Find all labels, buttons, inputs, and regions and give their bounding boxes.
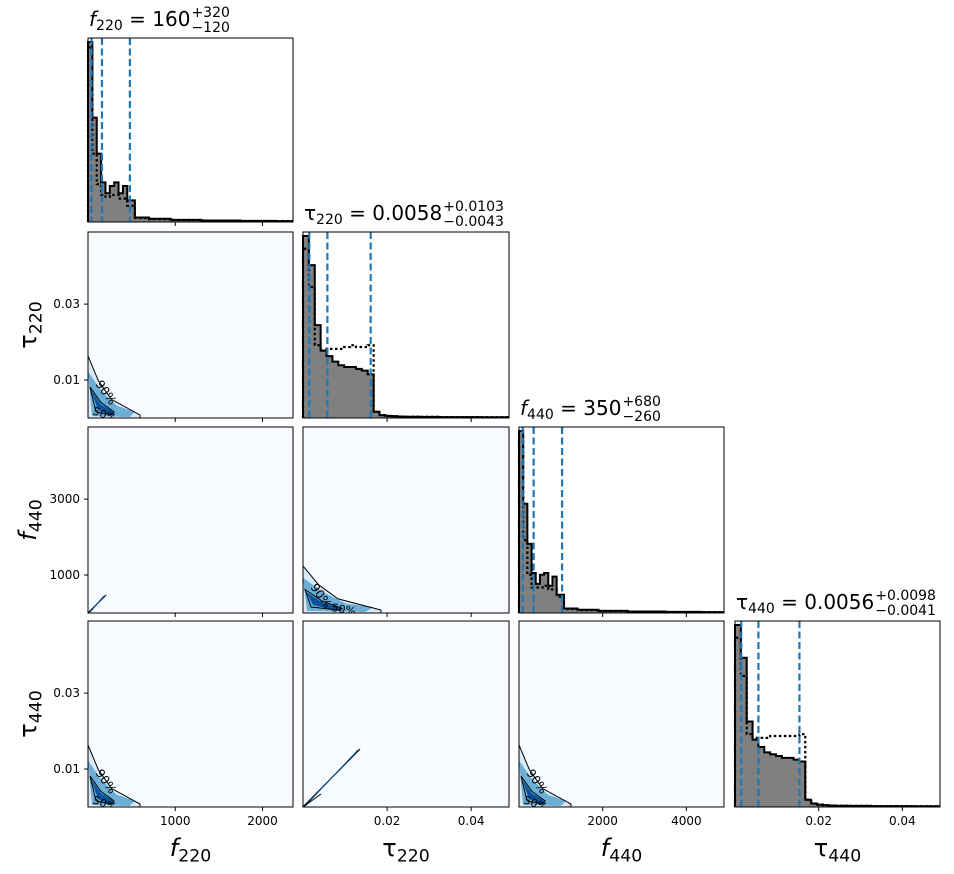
posterior-hist-fill — [88, 42, 293, 222]
panel-frame-1-1 — [302, 231, 510, 419]
panel-title-2: f440 = 350 — [520, 396, 621, 423]
panel-frame-3-1 — [302, 620, 510, 808]
panel-title-upper-0: +320 — [191, 5, 229, 21]
contour-90 — [303, 565, 382, 613]
y-axis-label-2: f440 — [14, 499, 46, 540]
x-tick-label: 1000 — [160, 814, 191, 828]
density-panel-2-1: 90%50% — [303, 565, 382, 618]
density-panel-2-0 — [88, 594, 107, 613]
panel-frame-3-3 — [734, 620, 941, 808]
x-tick-label: 4000 — [671, 814, 702, 828]
y-tick-label: 1000 — [49, 568, 80, 582]
panel-title-upper-2: +680 — [622, 394, 660, 410]
correlation-ridge-core — [304, 749, 359, 807]
prior-hist-step — [86, 46, 293, 223]
posterior-hist-fill — [519, 431, 724, 613]
contour-50 — [304, 588, 344, 611]
contour-90 — [88, 355, 141, 418]
density-background — [88, 427, 293, 613]
y-tick-label: 3000 — [49, 492, 80, 506]
y-tick-label: 0.03 — [53, 297, 80, 311]
panel-frame-0-0 — [87, 37, 294, 223]
y-axis-label-3: τ440 — [14, 690, 46, 737]
contour-90 — [88, 744, 141, 807]
panel-frame-3-2 — [518, 620, 725, 808]
y-axis-label-1: τ220 — [14, 301, 46, 348]
panel-title-lower-2: −260 — [622, 409, 660, 425]
panel-frame-2-0 — [87, 426, 294, 614]
x-tick-label: 2000 — [247, 814, 278, 828]
x-axis-label-1: τ220 — [382, 834, 429, 866]
panel-frame-1-0 — [87, 231, 294, 419]
panel-title-lower-3: −0.0041 — [875, 603, 936, 619]
density-background — [88, 621, 293, 807]
y-tick-label: 0.01 — [53, 762, 80, 776]
density-background — [88, 232, 293, 418]
panel-title-0: f220 = 160 — [89, 7, 190, 34]
panel-title-3: τ440 = 0.0056 — [736, 590, 874, 617]
x-tick-label: 0.04 — [458, 814, 485, 828]
correlation-ridge-tail — [303, 793, 322, 807]
panel-title-upper-3: +0.0098 — [875, 588, 936, 604]
density-core-fill — [522, 779, 547, 804]
x-axis-label-0: f220 — [170, 834, 211, 866]
panel-frame-2-2 — [518, 426, 725, 614]
density-panel-3-0: 90%50% — [88, 744, 141, 807]
contour-90 — [519, 744, 572, 807]
density-background — [303, 427, 509, 613]
density-core-fill — [91, 779, 116, 804]
contour-50 — [520, 775, 546, 805]
x-tick-label: 2000 — [587, 814, 618, 828]
panel-title-upper-1: +0.0103 — [443, 199, 504, 215]
x-axis-label-3: τ440 — [814, 834, 861, 866]
posterior-hist-step — [518, 430, 724, 614]
panel-title-1: τ220 = 0.0058 — [304, 201, 442, 228]
panel-frame-2-1 — [302, 426, 510, 614]
density-panel-3-2: 90%50% — [519, 744, 572, 807]
panel-title-lower-1: −0.0043 — [443, 214, 504, 230]
prior-hist-step — [517, 435, 724, 614]
x-tick-label: 0.02 — [805, 814, 832, 828]
posterior-hist-fill — [303, 236, 509, 418]
density-background — [519, 621, 724, 807]
panel-title-lower-0: −120 — [191, 20, 229, 36]
density-panel-3-1 — [303, 748, 361, 807]
x-axis-label-2: f440 — [601, 834, 642, 866]
x-tick-label: 0.04 — [889, 814, 916, 828]
panel-frame-3-0 — [87, 620, 294, 808]
contour-50 — [89, 386, 115, 416]
correlation-ridge-core — [89, 595, 105, 613]
density-background — [303, 621, 509, 807]
posterior-hist-fill — [735, 625, 940, 807]
x-tick-label: 0.02 — [374, 814, 401, 828]
density-core-fill — [91, 390, 116, 415]
y-tick-label: 0.03 — [53, 686, 80, 700]
contour-50 — [89, 775, 115, 805]
posterior-hist-step — [87, 41, 293, 223]
y-tick-label: 0.01 — [53, 373, 80, 387]
posterior-hist-step — [302, 235, 509, 419]
contour-label-50: 50% — [330, 601, 356, 618]
